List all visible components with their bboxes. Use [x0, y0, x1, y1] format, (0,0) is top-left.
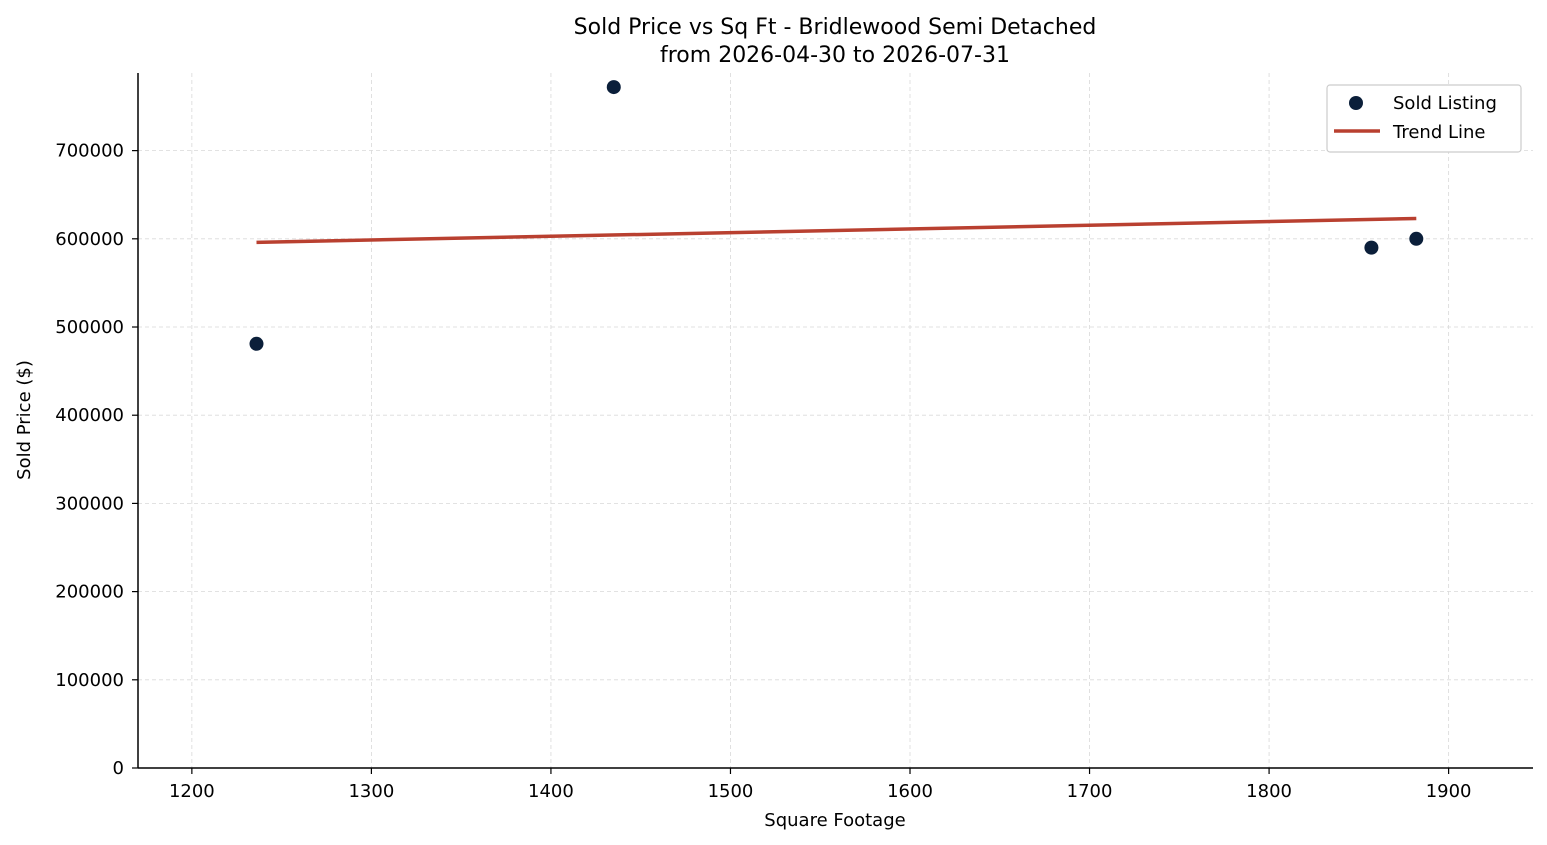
y-tick-label: 100000	[55, 670, 124, 691]
grid	[138, 73, 1533, 768]
x-tick-label: 1900	[1426, 781, 1472, 802]
y-tick-label: 200000	[55, 582, 124, 603]
y-axis-label: Sold Price ($)	[14, 360, 35, 480]
legend: Sold Listing Trend Line	[1326, 84, 1522, 153]
x-tick-label: 1300	[348, 781, 394, 802]
y-tick-label: 400000	[55, 405, 124, 426]
y-tick-label: 0	[113, 758, 124, 779]
series	[249, 80, 1424, 351]
ticks: 1200 1300 1400 1500 1600 1700 1800 1900 0 100000 2…	[55, 141, 1471, 802]
x-tick-label: 1200	[169, 781, 215, 802]
x-tick-label: 1500	[708, 781, 754, 802]
x-tick-label: 1800	[1246, 781, 1292, 802]
legend-label-sold-listing: Sold Listing	[1393, 93, 1497, 114]
axes	[137, 73, 1533, 769]
chart-subtitle: from 2026-04-30 to 2026-07-31	[660, 43, 1010, 68]
trend-line	[256, 216, 1417, 245]
legend-box	[1326, 84, 1522, 153]
scatter-point	[249, 336, 264, 351]
y-tick-label: 300000	[55, 493, 124, 514]
x-tick-label: 1700	[1067, 781, 1113, 802]
legend-marker-sold-listing	[1349, 96, 1363, 110]
scatter-point	[1364, 240, 1379, 255]
chart-title: Sold Price vs Sq Ft - Bridlewood Semi De…	[574, 15, 1097, 40]
x-tick-label: 1400	[528, 781, 574, 802]
scatter-point	[1409, 231, 1424, 246]
x-axis-label: Square Footage	[764, 810, 905, 831]
y-tick-label: 700000	[55, 141, 124, 162]
x-tick-label: 1600	[887, 781, 933, 802]
scatter-point	[606, 80, 621, 95]
legend-label-trend-line: Trend Line	[1392, 122, 1486, 143]
y-tick-label: 600000	[55, 229, 124, 250]
y-tick-label: 500000	[55, 317, 124, 338]
